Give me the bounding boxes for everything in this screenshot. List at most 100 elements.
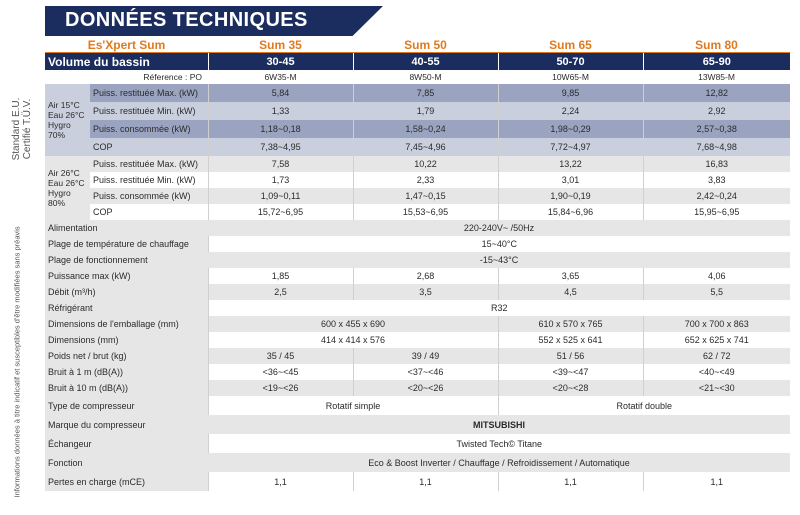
model-header-row: Es'Xpert Sum Sum 35 Sum 50 Sum 65 Sum 80: [45, 37, 791, 53]
table-row: Puiss. restituée Min. (kW) 1,73 2,33 3,0…: [45, 172, 791, 188]
row-label: Puissance max (kW): [45, 268, 209, 284]
cell: 7,85: [352, 84, 499, 102]
cell: <37~<46: [352, 364, 499, 380]
cell: 12,82: [642, 84, 791, 102]
cell: 1,1: [642, 472, 791, 491]
row-label: Puiss. consommée (kW): [90, 188, 209, 204]
table-row: Puiss. restituée Min. (kW) 1,33 1,79 2,2…: [45, 102, 791, 120]
cell: 1,98~0,29: [497, 120, 644, 138]
table-row: Poids net / brut (kg) 35 / 45 39 / 49 51…: [45, 348, 791, 364]
cell: 1,58~0,24: [352, 120, 499, 138]
table-row: Puissance max (kW) 1,85 2,68 3,65 4,06: [45, 268, 791, 284]
cell: 7,72~4,97: [497, 138, 644, 156]
cell: 15,72~6,95: [207, 204, 354, 220]
table-row: Bruit à 10 m (dB(A)) <19~<26 <20~<26 <20…: [45, 380, 791, 396]
table-row: Puiss. consommée (kW) 1,18~0,18 1,58~0,2…: [45, 120, 791, 138]
cell: 1,18~0,18: [207, 120, 354, 138]
table-row: Pertes en charge (mCE) 1,1 1,1 1,1 1,1: [45, 472, 791, 491]
cell: 51 / 56: [497, 348, 644, 364]
row-label: Puiss. restituée Max. (kW): [90, 156, 209, 172]
model-name: Sum 35: [208, 37, 354, 53]
cell: Rotatif simple: [207, 396, 499, 415]
table-row: Puiss. consommée (kW) 1,09~0,11 1,47~0,1…: [45, 188, 791, 204]
row-label: Poids net / brut (kg): [45, 348, 209, 364]
cell: 15,95~6,95: [642, 204, 791, 220]
table-row: COP 7,38~4,95 7,45~4,96 7,72~4,97 7,68~4…: [45, 138, 791, 156]
cell: 1,85: [207, 268, 354, 284]
cell: 1,09~0,11: [207, 188, 354, 204]
volume-value: 30-45: [207, 52, 354, 70]
table-row: Alimentation 220-240V~ /50Hz: [45, 220, 791, 236]
cell: 610 x 570 x 765: [497, 316, 644, 332]
condition-group-label: Air 26°C Eau 26°C Hygro 80%: [45, 156, 90, 220]
cell: 7,45~4,96: [352, 138, 499, 156]
cell: <20~<26: [352, 380, 499, 396]
cell: MITSUBISHI: [208, 415, 791, 434]
cell: 1,1: [497, 472, 644, 491]
cell: 10,22: [352, 156, 499, 172]
cell: 1,1: [207, 472, 354, 491]
cell: 15,84~6,96: [497, 204, 644, 220]
row-label: Dimensions de l'emballage (mm): [45, 316, 209, 332]
reference-value: 6W35-M: [208, 70, 354, 84]
cell: Eco & Boost Inverter / Chauffage / Refro…: [208, 453, 791, 472]
cell: 1,73: [207, 172, 354, 188]
model-name: Sum 50: [353, 37, 499, 53]
disclaimer-note: Informations données à titre indicatif e…: [12, 226, 22, 498]
table-row: Échangeur Twisted Tech© Titane: [45, 434, 791, 453]
cell: -15~43°C: [208, 252, 791, 268]
cell: Twisted Tech© Titane: [207, 434, 791, 453]
row-label: Puiss. restituée Min. (kW): [90, 102, 209, 120]
row-label: Fonction: [45, 453, 209, 472]
cell: 1,33: [207, 102, 354, 120]
page-title: DONNÉES TECHNIQUES: [65, 9, 308, 31]
row-label: COP: [90, 138, 209, 156]
table-row: Plage de température de chauffage 15~40°…: [45, 236, 791, 252]
cell: 9,85: [497, 84, 644, 102]
row-label: Pertes en charge (mCE): [45, 472, 209, 491]
cell: 7,58: [207, 156, 354, 172]
row-label: Débit (m³/h): [45, 284, 209, 300]
cell: 3,65: [497, 268, 644, 284]
volume-value: 40-55: [352, 52, 499, 70]
standard-note: Standard E.U. Certifié T.Ü.V.: [11, 97, 33, 161]
cell: 3,5: [352, 284, 499, 300]
cell: Rotatif double: [497, 396, 791, 415]
table-row: Type de compresseur Rotatif simple Rotat…: [45, 396, 791, 415]
row-label: Bruit à 1 m (dB(A)): [45, 364, 209, 380]
cell: <40~<49: [642, 364, 791, 380]
cell: 2,24: [497, 102, 644, 120]
volume-label: Volume du bassin: [45, 52, 209, 70]
reference-value: 13W85-M: [643, 70, 791, 84]
cell: 1,90~0,19: [497, 188, 644, 204]
table-row: Dimensions de l'emballage (mm) 600 x 455…: [45, 316, 791, 332]
cell: 5,84: [207, 84, 354, 102]
row-label: Puiss. restituée Min. (kW): [90, 172, 209, 188]
cell: 7,68~4,98: [642, 138, 791, 156]
row-label: Réfrigérant: [45, 300, 209, 316]
cell: 62 / 72: [642, 348, 791, 364]
cell: <39~<47: [497, 364, 644, 380]
table-row: Dimensions (mm) 414 x 414 x 576 552 x 52…: [45, 332, 791, 348]
cell: 3,01: [497, 172, 644, 188]
cell: 700 x 700 x 863: [642, 316, 791, 332]
title-banner: DONNÉES TECHNIQUES: [45, 6, 383, 36]
cell: 15,53~6,95: [352, 204, 499, 220]
row-label: Type de compresseur: [45, 396, 209, 415]
cell: <36~<45: [207, 364, 354, 380]
condition-group-label: Air 15°C Eau 26°C Hygro 70%: [45, 84, 90, 156]
cell: 2,57~0,38: [642, 120, 791, 138]
cell: 2,92: [642, 102, 791, 120]
row-label: Échangeur: [45, 434, 209, 453]
row-label: COP: [90, 204, 209, 220]
cell: 2,68: [352, 268, 499, 284]
cell: 35 / 45: [207, 348, 354, 364]
reference-row: Réference : PO 6W35-M 8W50-M 10W65-M 13W…: [45, 70, 791, 84]
table-row: Air 15°C Eau 26°C Hygro 70% Puiss. resti…: [45, 84, 791, 156]
cell: 600 x 455 x 690: [207, 316, 499, 332]
cell: 3,83: [642, 172, 791, 188]
table-row: Débit (m³/h) 2,5 3,5 4,5 5,5: [45, 284, 791, 300]
cell: R32: [207, 300, 791, 316]
reference-value: 8W50-M: [353, 70, 499, 84]
table-row: COP 15,72~6,95 15,53~6,95 15,84~6,96 15,…: [45, 204, 791, 220]
